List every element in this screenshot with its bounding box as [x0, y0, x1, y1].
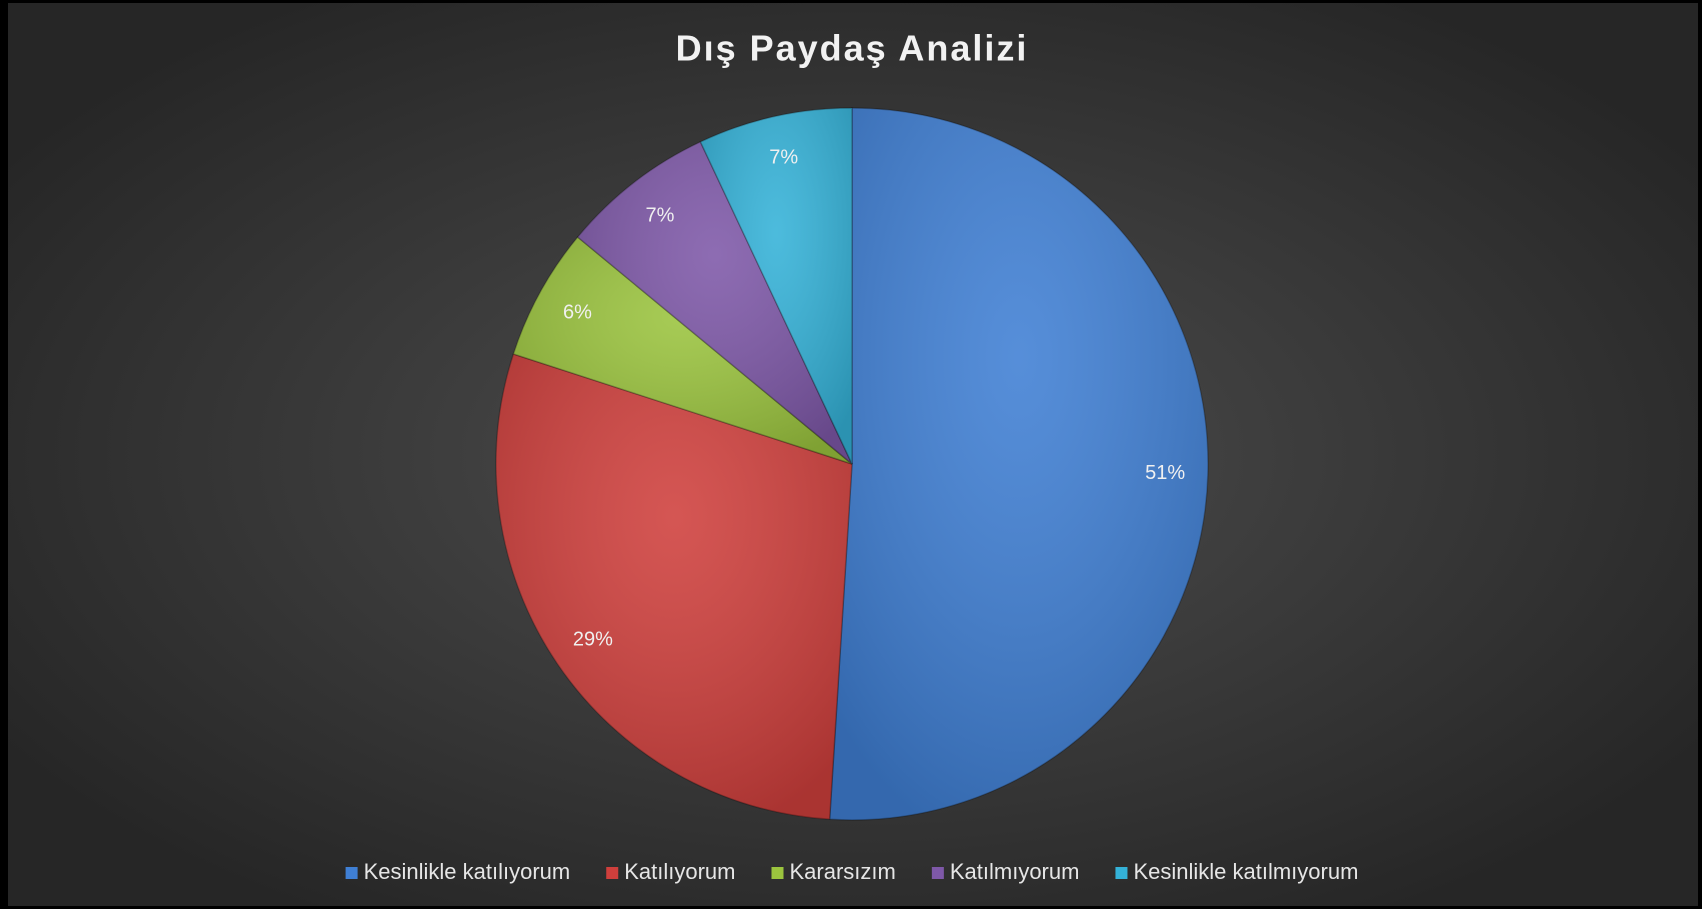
legend-marker — [931, 867, 944, 879]
legend-label: Kararsızım — [790, 859, 896, 884]
legend-marker — [771, 867, 784, 879]
data-label: 29% — [573, 628, 613, 650]
slice-shading — [700, 108, 852, 464]
legend-label: Kesinlikle katılıyorum — [364, 859, 571, 884]
legend-marker — [345, 867, 358, 879]
legend-label: Katılıyorum — [624, 859, 735, 884]
slice-shading — [577, 141, 852, 464]
data-label: 7% — [646, 205, 675, 227]
data-label: 51% — [1145, 462, 1185, 484]
slice-shading — [513, 237, 852, 464]
slice-shading — [829, 108, 1209, 820]
legend-label: Katılmıyorum — [950, 859, 1080, 884]
pie: 51% 29% 6% 7% 7% — [495, 107, 1209, 821]
legend-marker — [606, 867, 619, 879]
legend-marker — [1115, 867, 1128, 879]
data-label: 7% — [769, 147, 798, 169]
legend: Kesinlikle katılıyorum Katılıyorum Kararsı… — [345, 859, 1358, 884]
legend-label: Kesinlikle katılmıyorum — [1133, 859, 1358, 884]
chart-title: Dış Paydaş Analizi — [676, 28, 1029, 69]
data-label: 6% — [563, 301, 592, 323]
slice-shading — [496, 353, 852, 820]
